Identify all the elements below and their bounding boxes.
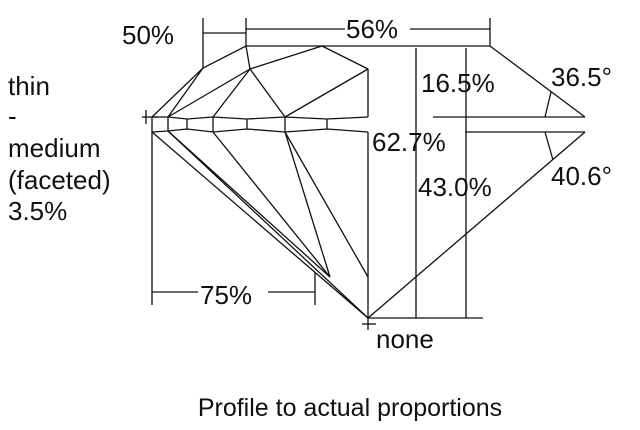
- star-length-label: 50%: [122, 20, 174, 50]
- pavilion-depth-label: 43.0%: [418, 172, 492, 202]
- caption: Profile to actual proportions: [198, 394, 502, 422]
- pavilion-angle-label: 40.6°: [551, 161, 612, 191]
- crown-angle-label: 36.5°: [551, 62, 612, 92]
- pavilion-facets: [167, 130, 369, 319]
- girdle-label-line: 3.5%: [8, 196, 67, 226]
- lower-half-label: 75%: [200, 280, 252, 310]
- table-label: 56%: [346, 14, 398, 44]
- girdle-label-line: medium: [8, 133, 100, 163]
- girdle-label-line: thin: [8, 71, 50, 101]
- girdle-facets: [151, 117, 328, 132]
- diamond-outline: [142, 45, 586, 330]
- culet-label: none: [376, 324, 434, 354]
- crown-height-label: 16.5%: [421, 68, 495, 98]
- dimension-lines: [151, 18, 554, 319]
- girdle-label-line: -: [8, 101, 17, 131]
- girdle-thickness-label: thin - medium (faceted) 3.5%: [8, 71, 111, 226]
- crown-facets: [167, 45, 369, 118]
- total-depth-label: 62.7%: [372, 127, 446, 157]
- girdle-label-line: (faceted): [8, 165, 111, 195]
